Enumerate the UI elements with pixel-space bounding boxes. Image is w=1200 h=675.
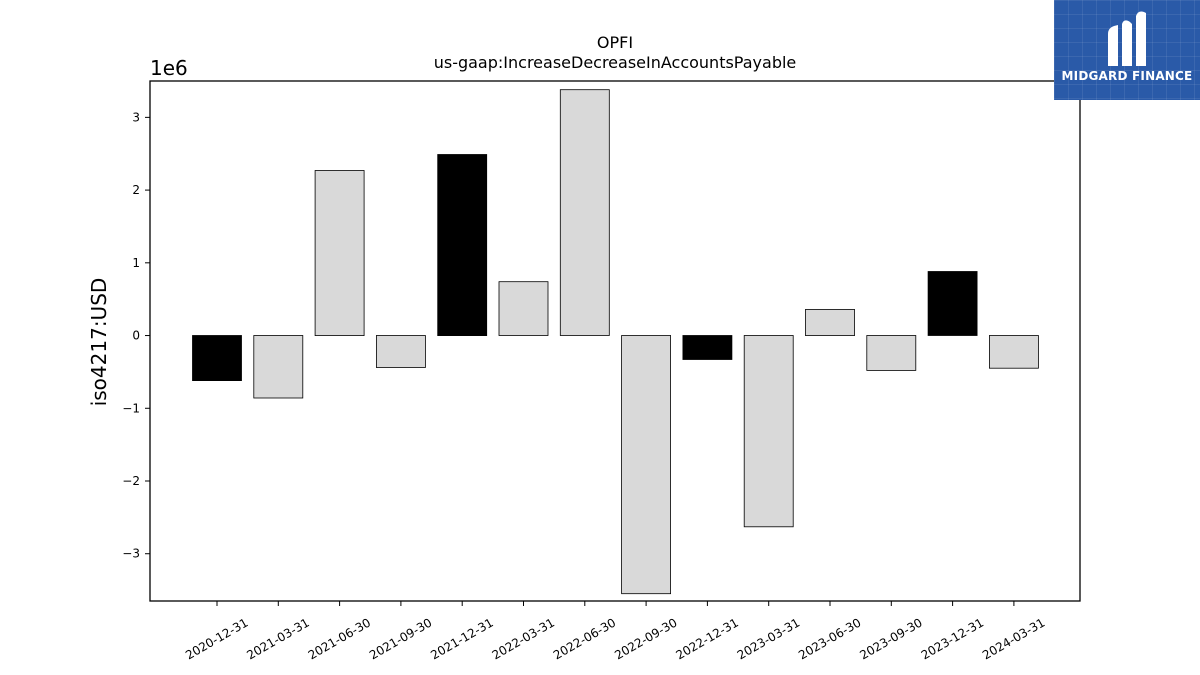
x-tick-label: 2023-03-31	[735, 615, 802, 662]
x-tick-label: 2021-12-31	[428, 615, 495, 662]
bar-2023-09-30	[866, 335, 917, 371]
midgard-logo-icon	[1108, 11, 1146, 66]
bar-2021-09-30	[375, 335, 426, 368]
bar-2022-03-31	[498, 281, 549, 336]
bar-2021-06-30	[314, 170, 365, 337]
chart-subtitle: us-gaap:IncreaseDecreaseInAccountsPayabl…	[434, 53, 797, 72]
x-tick-label: 2022-12-31	[673, 615, 740, 662]
plot-frame	[149, 80, 1081, 602]
bar-2023-06-30	[805, 308, 855, 336]
bar-2020-12-31	[192, 335, 242, 381]
y-axis-offset-label: 1e6	[150, 56, 188, 80]
bar-2022-12-31	[682, 335, 733, 360]
bar-2022-09-30	[621, 335, 671, 595]
midgard-finance-logo: MIDGARD FINANCE	[1054, 0, 1200, 100]
y-tick-label: −2	[122, 474, 140, 488]
bar-2021-03-31	[253, 335, 304, 399]
bar-2022-06-30	[559, 89, 610, 336]
x-tick-label: 2020-12-31	[183, 615, 250, 662]
y-axis-label: iso4217:USD	[87, 278, 111, 407]
bar-2023-03-31	[743, 335, 794, 528]
x-tick-label: 2022-09-30	[612, 615, 679, 662]
bar-2021-12-31	[437, 154, 488, 337]
chart-title: OPFI	[597, 33, 633, 52]
y-tick-label: −3	[122, 547, 140, 561]
y-tick-label: 2	[132, 183, 140, 197]
y-tick-label: 1	[132, 256, 140, 270]
x-tick-label: 2022-03-31	[490, 615, 557, 662]
y-tick-label: −1	[122, 401, 140, 415]
x-tick-label: 2022-06-30	[551, 615, 618, 662]
x-tick-label: 2021-06-30	[306, 615, 373, 662]
logo-text: MIDGARD FINANCE	[1061, 69, 1193, 83]
x-tick-label: 2023-06-30	[796, 615, 863, 662]
x-tick-label: 2023-12-31	[919, 615, 986, 662]
y-tick-label: 3	[132, 110, 140, 124]
y-axis: −3 −2 −1 0 1 2 3	[122, 110, 150, 561]
bar-2023-12-31	[927, 271, 978, 336]
x-tick-label: 2024-03-31	[980, 615, 1047, 662]
x-tick-label: 2021-09-30	[367, 615, 434, 662]
bar-2024-03-31	[989, 335, 1039, 369]
bars-group	[192, 89, 1039, 595]
x-tick-label: 2021-03-31	[244, 615, 311, 662]
y-tick-label: 0	[132, 329, 140, 343]
x-axis: 2020-12-312021-03-312021-06-302021-09-30…	[183, 601, 1047, 662]
x-tick-label: 2023-09-30	[857, 615, 924, 662]
